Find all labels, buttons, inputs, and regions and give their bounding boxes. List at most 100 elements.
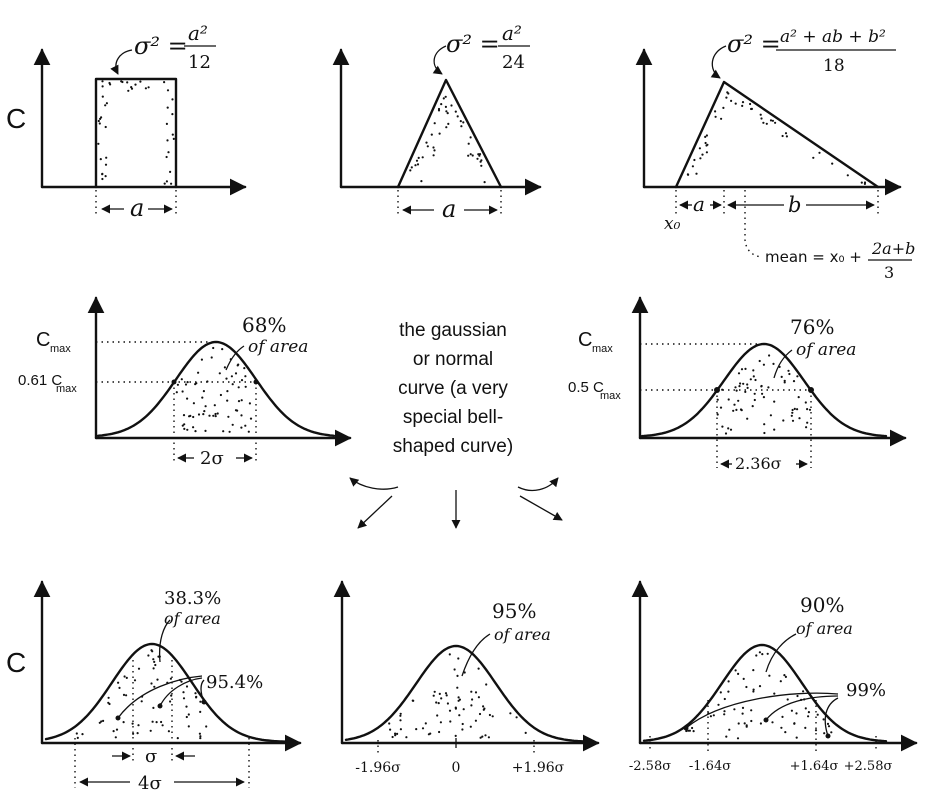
- stipple-dot: [699, 157, 702, 160]
- pct2-label: 99%: [846, 680, 886, 701]
- stipple-dot: [734, 386, 737, 389]
- stipple-dot: [432, 694, 435, 697]
- stipple-dot: [448, 709, 452, 712]
- stipple-dot: [399, 728, 402, 731]
- stipple-dot: [167, 730, 170, 733]
- stipple-dot: [438, 692, 441, 696]
- stipple-dot: [105, 156, 108, 159]
- level-point: [808, 387, 814, 393]
- skewed-triangle-shape: [674, 80, 880, 189]
- pointer-line: [685, 692, 839, 729]
- stipple-dot: [733, 708, 736, 711]
- stipple-dot: [725, 96, 728, 99]
- stipple-dot: [445, 694, 448, 697]
- stipple-dot: [396, 732, 399, 736]
- pointer-dot: [201, 699, 207, 705]
- stipple-fill: [685, 651, 833, 740]
- stipple-dot: [459, 120, 462, 123]
- stipple-dot: [795, 736, 798, 739]
- stipple-dot: [104, 125, 107, 129]
- stipple-dot: [180, 680, 183, 683]
- level-point: [171, 379, 177, 385]
- stipple-dot: [736, 737, 740, 740]
- pct-label: 76%: [790, 315, 834, 339]
- stipple-dot: [456, 686, 459, 689]
- stipple-dot: [150, 649, 153, 652]
- stipple-dot: [714, 110, 717, 113]
- stipple-dot: [487, 736, 490, 739]
- stipple-fill: [409, 95, 486, 184]
- stipple-dot: [244, 424, 247, 427]
- stipple-dot: [860, 181, 863, 184]
- stipple-dot: [147, 86, 150, 89]
- rectangle-shape: [94, 77, 178, 189]
- stipple-dot: [171, 98, 174, 101]
- stipple-dot: [474, 719, 477, 722]
- stipple-dot: [758, 685, 762, 688]
- gaussian-curve: [640, 342, 888, 438]
- stipple-dot: [846, 174, 849, 177]
- stipple-dot: [759, 722, 763, 725]
- stipple-dot: [762, 121, 765, 124]
- stipple-dot: [454, 707, 457, 710]
- stipple-dot: [75, 732, 78, 735]
- stipple-dot: [793, 722, 796, 725]
- stipple-dot: [797, 396, 800, 399]
- stipple-dot: [790, 414, 793, 417]
- stipple-dot: [186, 428, 189, 431]
- stipple-dot: [101, 173, 104, 176]
- stipple-dot: [444, 95, 447, 98]
- stipple-dot: [454, 110, 457, 113]
- stipple-dot: [104, 163, 108, 166]
- stipple-dot: [123, 675, 126, 678]
- stipple-dot: [751, 405, 754, 408]
- stipple-dot: [760, 117, 763, 120]
- stipple-dot: [467, 154, 470, 157]
- stipple-fill: [175, 346, 253, 433]
- pct2-label: 95.4%: [206, 672, 263, 693]
- stipple-dot: [454, 734, 457, 738]
- stipple-dot: [76, 736, 79, 740]
- stipple-dot: [752, 669, 755, 672]
- stipple-dot: [240, 399, 243, 402]
- stipple-dot: [476, 157, 479, 160]
- stipple-dot: [732, 409, 735, 412]
- stipple-dot: [192, 402, 195, 405]
- curved-arrow-right: [517, 477, 559, 492]
- stipple-dot: [216, 412, 219, 415]
- arrow-down-right: [519, 495, 563, 521]
- stipple-dot: [804, 707, 807, 710]
- stipple-dot: [203, 410, 206, 413]
- stipple-dot: [749, 102, 752, 106]
- stipple-dot: [163, 81, 166, 84]
- stipple-dot: [725, 735, 728, 738]
- stipple-dot: [169, 170, 172, 173]
- stipple-dot: [444, 105, 447, 108]
- stipple-dot: [205, 725, 208, 728]
- stipple-dot: [784, 132, 788, 135]
- caption-line-5: shaped curve): [393, 436, 513, 457]
- stipple-dot: [399, 719, 402, 722]
- stipple-dot: [742, 382, 745, 385]
- stipple-dot: [189, 414, 192, 417]
- stipple-dot: [430, 133, 433, 136]
- stipple-dot: [227, 415, 230, 418]
- stipple-dot: [744, 367, 747, 370]
- stipple-dot: [197, 413, 201, 416]
- stipple-dot: [483, 181, 486, 184]
- stipple-dot: [467, 142, 470, 145]
- stipple-dot: [807, 715, 810, 718]
- stipple-dot: [170, 182, 173, 185]
- stipple-dot: [234, 409, 238, 412]
- variance-numerator: a²: [502, 21, 522, 45]
- stipple-dot: [399, 714, 402, 717]
- stipple-dot: [478, 153, 482, 156]
- stipple-dot: [445, 110, 448, 113]
- stipple-dot: [155, 721, 158, 724]
- stipple-dot: [701, 153, 704, 156]
- pointer-dot: [763, 717, 769, 723]
- stipple-dot: [446, 112, 449, 115]
- stipple-dot: [226, 390, 229, 393]
- stipple-dot: [176, 383, 179, 386]
- stipple-dot: [761, 392, 764, 395]
